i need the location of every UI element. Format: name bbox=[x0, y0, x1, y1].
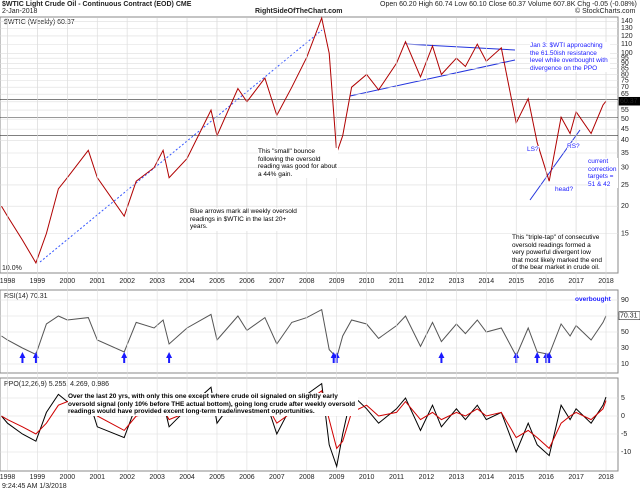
y-tick-label: -5 bbox=[621, 431, 627, 438]
x-tick-label: 2010 bbox=[359, 474, 375, 481]
series-line bbox=[1, 389, 607, 450]
x-tick-label: 2015 bbox=[508, 474, 524, 481]
rsi-frame bbox=[0, 289, 619, 374]
last-value: 60.37 bbox=[620, 98, 638, 105]
x-tick-label: 2018 bbox=[598, 474, 614, 481]
annotation: LS? bbox=[527, 146, 539, 154]
y-tick-label: 75 bbox=[621, 77, 629, 84]
y-tick-label: 50 bbox=[621, 116, 629, 123]
oversold-arrow bbox=[330, 352, 337, 363]
y-tick-label: 100 bbox=[621, 50, 633, 57]
x-tick-label: 1998 bbox=[0, 474, 15, 481]
y-tick-label: 90 bbox=[621, 297, 629, 304]
oversold-arrow bbox=[19, 352, 26, 363]
x-tick-label: 2011 bbox=[389, 474, 404, 481]
chart-date: 2-Jan-2018 bbox=[2, 8, 38, 15]
y-tick-label: 35 bbox=[621, 150, 629, 157]
y-tick-label: 95 bbox=[621, 55, 629, 62]
oversold-arrow bbox=[438, 352, 445, 363]
y-tick-label: 10 bbox=[621, 361, 629, 368]
x-tick-label: 2014 bbox=[479, 474, 495, 481]
oversold-arrow bbox=[121, 352, 128, 363]
y-tick-label: 70 bbox=[621, 84, 629, 91]
annotation: Over the last 20 yrs, with only this one… bbox=[68, 393, 358, 416]
x-tick-label: 2002 bbox=[119, 474, 135, 481]
y-tick-label: 45 bbox=[621, 126, 629, 133]
annotation: current correction targets = 51 & 42 bbox=[588, 158, 618, 188]
ppo-title: PPO(12,26,9) 5.255, 4.269, 0.986 bbox=[4, 381, 109, 388]
y-tick-label: -10 bbox=[621, 449, 631, 456]
annotation: Blue arrows mark all weekly oversold rea… bbox=[190, 208, 305, 231]
y-tick-label: 65 bbox=[621, 91, 629, 98]
trendline bbox=[349, 59, 516, 97]
trendline bbox=[529, 129, 581, 201]
annotation: RS? bbox=[567, 143, 580, 151]
annotation: Jan 3: $WTI approaching the 61.50ish res… bbox=[530, 42, 610, 72]
price-frame bbox=[0, 16, 619, 274]
oversold-arrow bbox=[534, 352, 541, 363]
y-tick-label: 50 bbox=[621, 329, 629, 336]
rsi-title: RSI(14) 70.31 bbox=[4, 293, 48, 300]
last-value: 70.31 bbox=[620, 313, 638, 320]
series-line bbox=[1, 382, 607, 469]
y-tick-label: 80 bbox=[621, 71, 629, 78]
y-tick-label: 55 bbox=[621, 107, 629, 114]
oversold-arrow bbox=[32, 352, 39, 363]
last-value-box bbox=[618, 311, 640, 321]
ppo-frame bbox=[0, 377, 619, 472]
y-tick-label: 5 bbox=[621, 395, 625, 402]
y-tick-label: 20 bbox=[621, 203, 629, 210]
y-tick-label: 120 bbox=[621, 33, 633, 40]
chart-title: $WTIC Light Crude Oil - Continuous Contr… bbox=[2, 1, 192, 8]
x-tick-label: 2006 bbox=[239, 474, 255, 481]
last-value-box bbox=[618, 96, 640, 106]
oversold-arrow bbox=[546, 352, 553, 363]
x-tick-label: 2009 bbox=[329, 474, 345, 481]
y-tick-label: 90 bbox=[621, 60, 629, 67]
oversold-arrow bbox=[166, 352, 173, 363]
credit: © StockCharts.com bbox=[575, 7, 636, 15]
y-tick-label: 140 bbox=[621, 18, 633, 25]
annotation: overbought bbox=[575, 296, 611, 304]
y-tick-label: 110 bbox=[621, 41, 632, 48]
x-tick-label: 2004 bbox=[179, 474, 195, 481]
legend: $WTIC (Weekly) 60.37 bbox=[4, 19, 75, 26]
footer: 9:24:45 AM 1/3/2018 bbox=[2, 483, 67, 490]
y-tick-label: 30 bbox=[621, 164, 629, 171]
ohlc: Open 60.20 High 60.74 Low 60.10 Close 60… bbox=[380, 1, 637, 8]
y-tick-label: 85 bbox=[621, 66, 629, 73]
x-tick-label: 2008 bbox=[299, 474, 315, 481]
site: RightSideOfTheChart.com bbox=[255, 8, 343, 15]
trendline bbox=[404, 43, 516, 51]
annotation: head? bbox=[555, 186, 574, 194]
y-tick-label: 0 bbox=[621, 413, 625, 420]
x-tick-label: 2000 bbox=[60, 474, 76, 481]
x-tick-label: 2016 bbox=[538, 474, 554, 481]
series-line bbox=[1, 308, 607, 359]
x-tick-label: 2007 bbox=[269, 474, 285, 481]
x-tick-label: 2017 bbox=[568, 474, 584, 481]
y-tick-label: 130 bbox=[621, 25, 633, 32]
x-tick-label: 2001 bbox=[89, 474, 105, 481]
series-line bbox=[1, 16, 607, 265]
x-tick-label: 2003 bbox=[149, 474, 165, 481]
x-tick-label: 1999 bbox=[30, 474, 46, 481]
pct-label: 10.0% bbox=[2, 265, 22, 272]
y-tick-label: 40 bbox=[621, 137, 629, 144]
y-tick-label: 15 bbox=[621, 230, 629, 237]
annotation: This "small" bounce following the overso… bbox=[258, 148, 338, 178]
annotation: This "triple-tap" of consecutive oversol… bbox=[512, 234, 602, 272]
y-tick-label: 30 bbox=[621, 345, 629, 352]
y-tick-label: 25 bbox=[621, 182, 629, 189]
x-tick-label: 2013 bbox=[449, 474, 465, 481]
x-tick-label: 2012 bbox=[419, 474, 435, 481]
x-tick-label: 2005 bbox=[209, 474, 225, 481]
